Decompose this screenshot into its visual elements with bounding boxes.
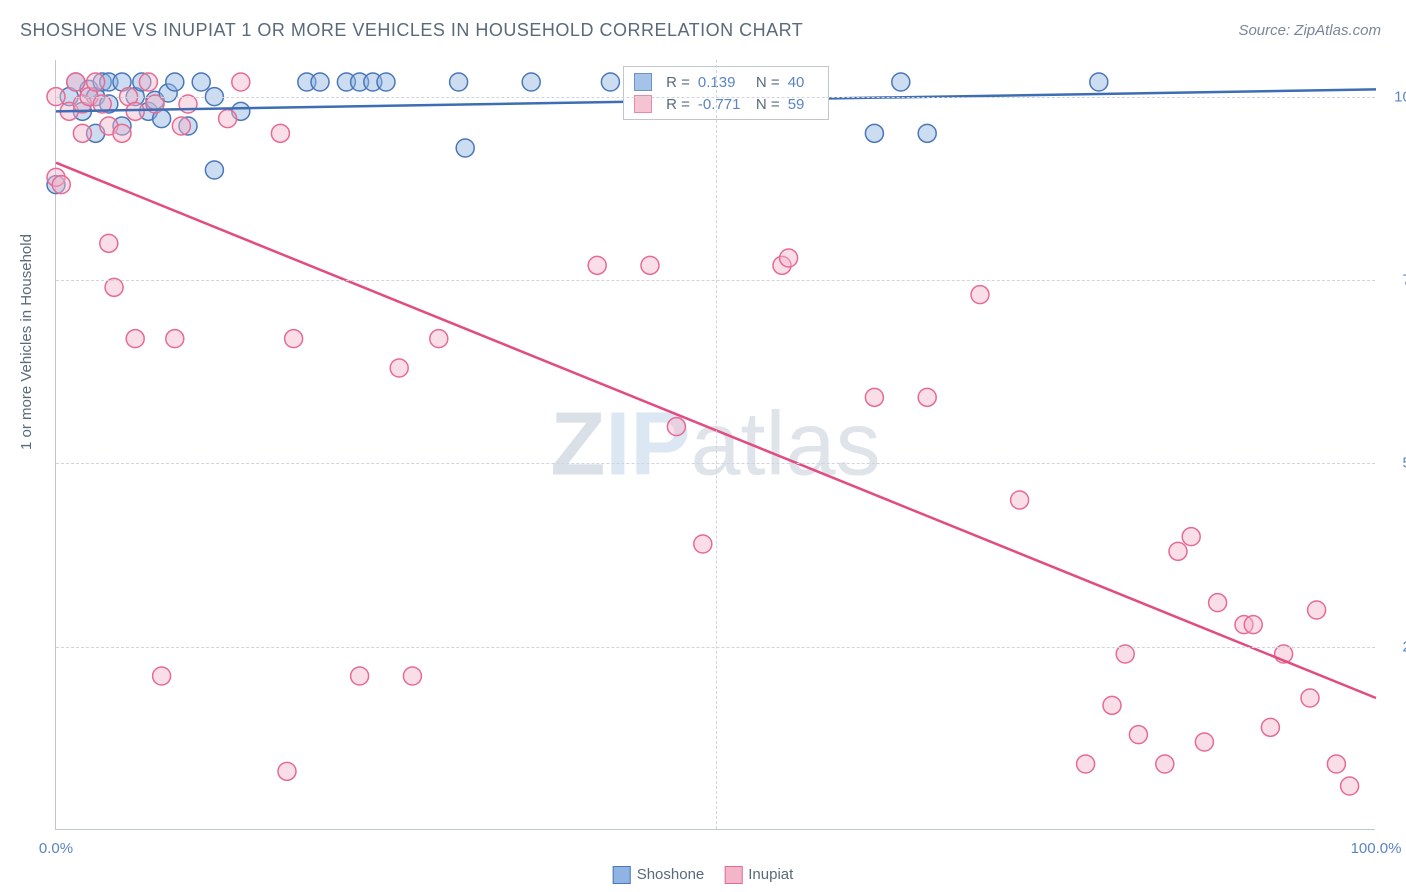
- data-point: [1327, 755, 1345, 773]
- gridline-vertical: [716, 60, 717, 829]
- data-point: [271, 124, 289, 142]
- data-point: [166, 73, 184, 91]
- legend-n-value: 40: [788, 74, 818, 91]
- data-point: [205, 161, 223, 179]
- data-point: [1156, 755, 1174, 773]
- data-point: [456, 139, 474, 157]
- data-point: [1195, 733, 1213, 751]
- legend-swatch-icon: [724, 866, 742, 884]
- data-point: [1209, 594, 1227, 612]
- data-point: [126, 330, 144, 348]
- data-point: [219, 110, 237, 128]
- legend-swatch-icon: [613, 866, 631, 884]
- data-point: [1077, 755, 1095, 773]
- data-point: [892, 73, 910, 91]
- data-point: [1308, 601, 1326, 619]
- data-point: [1169, 542, 1187, 560]
- legend-swatch-icon: [634, 73, 652, 91]
- x-tick-label: 0.0%: [39, 840, 73, 857]
- data-point: [667, 418, 685, 436]
- legend-n-label: N =: [756, 74, 780, 91]
- data-point: [430, 330, 448, 348]
- data-point: [1011, 491, 1029, 509]
- data-point: [588, 256, 606, 274]
- data-point: [1103, 696, 1121, 714]
- data-point: [278, 762, 296, 780]
- data-point: [377, 73, 395, 91]
- data-point: [1261, 718, 1279, 736]
- series-legend-label: Inupiat: [748, 866, 793, 883]
- y-tick-label: 100.0%: [1394, 88, 1406, 105]
- data-point: [52, 176, 70, 194]
- legend-r-value: -0.771: [698, 96, 748, 113]
- data-point: [1129, 726, 1147, 744]
- data-point: [641, 256, 659, 274]
- series-legend-item: Inupiat: [724, 866, 793, 884]
- data-point: [865, 388, 883, 406]
- data-point: [351, 667, 369, 685]
- data-point: [172, 117, 190, 135]
- y-axis-label: 1 or more Vehicles in Household: [18, 234, 35, 450]
- chart-title: SHOSHONE VS INUPIAT 1 OR MORE VEHICLES I…: [20, 20, 803, 41]
- y-tick-label: 25.0%: [1402, 638, 1406, 655]
- data-point: [918, 124, 936, 142]
- data-point: [403, 667, 421, 685]
- y-tick-label: 50.0%: [1402, 455, 1406, 472]
- correlation-legend: R = 0.139 N = 40 R = -0.771 N = 59: [623, 66, 829, 120]
- data-point: [1116, 645, 1134, 663]
- legend-n-label: N =: [756, 96, 780, 113]
- legend-n-value: 59: [788, 96, 818, 113]
- data-point: [1301, 689, 1319, 707]
- source-attribution: Source: ZipAtlas.com: [1238, 22, 1381, 39]
- data-point: [1182, 528, 1200, 546]
- x-tick-label: 100.0%: [1351, 840, 1402, 857]
- legend-row: R = 0.139 N = 40: [634, 71, 818, 93]
- data-point: [232, 73, 250, 91]
- legend-swatch-icon: [634, 95, 652, 113]
- data-point: [780, 249, 798, 267]
- data-point: [153, 667, 171, 685]
- data-point: [67, 73, 85, 91]
- data-point: [87, 73, 105, 91]
- data-point: [166, 330, 184, 348]
- data-point: [311, 73, 329, 91]
- y-tick-label: 75.0%: [1402, 272, 1406, 289]
- legend-r-value: 0.139: [698, 74, 748, 91]
- legend-r-label: R =: [666, 96, 690, 113]
- data-point: [694, 535, 712, 553]
- data-point: [601, 73, 619, 91]
- data-point: [971, 286, 989, 304]
- chart-plot-area: ZIPatlas R =0.139N =40R =-0.771N =59 25.…: [55, 60, 1375, 830]
- data-point: [522, 73, 540, 91]
- data-point: [285, 330, 303, 348]
- data-point: [100, 234, 118, 252]
- data-point: [1341, 777, 1359, 795]
- legend-r-label: R =: [666, 74, 690, 91]
- data-point: [192, 73, 210, 91]
- data-point: [390, 359, 408, 377]
- data-point: [105, 278, 123, 296]
- series-legend-label: Shoshone: [637, 866, 705, 883]
- data-point: [450, 73, 468, 91]
- data-point: [1090, 73, 1108, 91]
- data-point: [139, 73, 157, 91]
- series-legend: Shoshone Inupiat: [613, 866, 794, 884]
- data-point: [918, 388, 936, 406]
- series-legend-item: Shoshone: [613, 866, 705, 884]
- data-point: [73, 124, 91, 142]
- data-point: [113, 124, 131, 142]
- data-point: [865, 124, 883, 142]
- data-point: [1244, 616, 1262, 634]
